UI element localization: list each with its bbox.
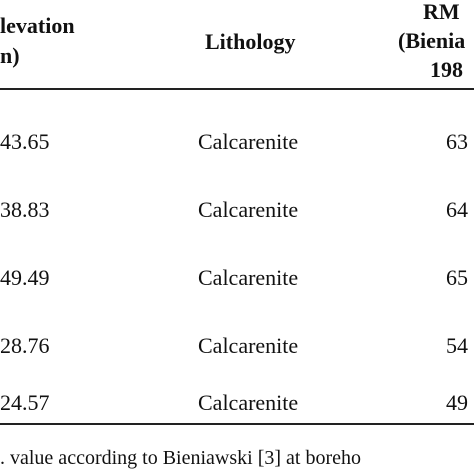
header-cell: 198 xyxy=(430,57,463,82)
table-cell: 49 xyxy=(446,390,468,415)
table-cell: 28.76 xyxy=(0,333,50,358)
header-cell: Lithology xyxy=(205,29,296,54)
bottom-rule xyxy=(0,423,474,425)
table-cell: Calcarenite xyxy=(198,265,299,290)
table-cell: 65 xyxy=(446,265,468,290)
table-cell: 38.83 xyxy=(0,197,50,222)
header-cell: (Bienia xyxy=(398,28,466,53)
header-cell: levation xyxy=(0,13,75,38)
table-cell: 43.65 xyxy=(0,129,50,154)
table-cell: Calcarenite xyxy=(198,390,299,415)
header-cell: RM xyxy=(423,0,460,24)
table-cell: 49.49 xyxy=(0,265,50,290)
table-cell: 64 xyxy=(446,197,468,222)
table-cell: 24.57 xyxy=(0,390,50,415)
table-cell: Calcarenite xyxy=(198,129,299,154)
table-cell: 63 xyxy=(446,129,468,154)
header-cell: n) xyxy=(0,43,20,68)
table-cell: Calcarenite xyxy=(198,333,299,358)
footnote: . value according to Bieniawski [3] at b… xyxy=(0,447,361,469)
header-rule xyxy=(0,88,474,90)
table-cell: 54 xyxy=(446,333,468,358)
table-cell: Calcarenite xyxy=(198,197,299,222)
